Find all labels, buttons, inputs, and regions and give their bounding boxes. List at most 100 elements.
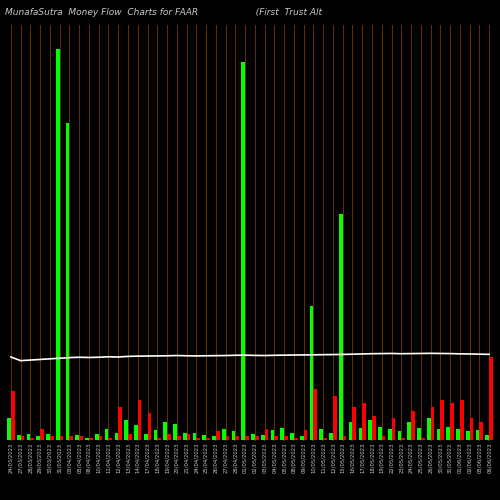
Bar xyxy=(26,434,30,440)
Bar xyxy=(196,438,200,440)
Bar xyxy=(349,422,352,440)
Bar xyxy=(222,429,226,440)
Bar xyxy=(173,424,177,440)
Bar xyxy=(11,391,15,440)
Bar xyxy=(114,432,118,440)
Bar xyxy=(167,434,170,440)
Bar xyxy=(144,434,148,440)
Bar xyxy=(236,436,239,440)
Bar xyxy=(421,438,424,440)
Bar xyxy=(124,420,128,440)
Bar xyxy=(466,432,469,440)
Bar xyxy=(255,436,258,440)
Bar xyxy=(280,428,284,440)
Bar xyxy=(134,426,138,440)
Bar xyxy=(85,438,89,440)
Bar xyxy=(158,438,161,440)
Bar xyxy=(212,436,216,440)
Bar xyxy=(388,429,392,440)
Bar xyxy=(7,418,11,440)
Bar xyxy=(480,422,483,440)
Bar xyxy=(284,436,288,440)
Bar xyxy=(300,436,304,440)
Bar xyxy=(378,426,382,440)
Bar xyxy=(310,306,314,440)
Bar xyxy=(427,418,430,440)
Bar xyxy=(290,432,294,440)
Bar xyxy=(17,435,20,440)
Bar xyxy=(261,435,264,440)
Bar xyxy=(460,400,464,440)
Bar xyxy=(226,436,230,440)
Bar xyxy=(105,429,108,440)
Bar xyxy=(294,438,298,440)
Bar xyxy=(186,434,190,440)
Bar xyxy=(264,429,268,440)
Bar xyxy=(40,429,44,440)
Bar xyxy=(304,430,308,440)
Bar xyxy=(358,428,362,440)
Bar xyxy=(430,407,434,440)
Bar xyxy=(270,430,274,440)
Bar xyxy=(206,438,210,440)
Bar xyxy=(436,429,440,440)
Bar xyxy=(108,438,112,440)
Bar xyxy=(320,429,323,440)
Bar xyxy=(76,435,79,440)
Bar xyxy=(486,435,489,440)
Bar xyxy=(46,434,50,440)
Bar xyxy=(372,416,376,440)
Bar xyxy=(245,436,249,440)
Bar xyxy=(118,407,122,440)
Bar xyxy=(138,400,141,440)
Bar xyxy=(98,436,102,440)
Bar xyxy=(36,436,40,440)
Bar xyxy=(232,432,235,440)
Bar xyxy=(402,438,405,440)
Bar xyxy=(408,422,411,440)
Bar xyxy=(440,400,444,440)
Bar xyxy=(398,432,402,440)
Bar xyxy=(242,62,245,440)
Bar xyxy=(79,436,83,440)
Bar xyxy=(192,432,196,440)
Bar xyxy=(128,434,132,440)
Bar xyxy=(183,432,186,440)
Bar xyxy=(177,436,180,440)
Bar xyxy=(66,122,70,440)
Bar xyxy=(154,430,158,440)
Bar xyxy=(70,436,73,440)
Bar xyxy=(411,410,415,440)
Bar xyxy=(470,418,474,440)
Bar xyxy=(164,422,167,440)
Bar xyxy=(489,357,493,440)
Bar xyxy=(148,413,151,440)
Bar xyxy=(446,426,450,440)
Bar xyxy=(323,438,327,440)
Bar xyxy=(251,434,255,440)
Bar xyxy=(333,396,336,440)
Bar xyxy=(89,438,92,440)
Bar xyxy=(20,436,24,440)
Bar xyxy=(60,436,64,440)
Bar xyxy=(216,432,220,440)
Bar xyxy=(392,418,395,440)
Bar xyxy=(456,429,460,440)
Text: MunafaSutra  Money Flow  Charts for FAAR                    (First  Trust Alt: MunafaSutra Money Flow Charts for FAAR (… xyxy=(5,8,322,16)
Bar xyxy=(56,50,59,440)
Bar xyxy=(330,432,333,440)
Bar xyxy=(362,404,366,440)
Bar xyxy=(352,407,356,440)
Bar xyxy=(339,214,342,440)
Bar xyxy=(274,436,278,440)
Bar xyxy=(476,430,480,440)
Bar xyxy=(314,388,317,440)
Bar xyxy=(50,436,53,440)
Bar xyxy=(417,428,421,440)
Bar xyxy=(95,434,98,440)
Bar xyxy=(202,435,206,440)
Bar xyxy=(30,438,34,440)
Bar xyxy=(382,436,386,440)
Bar xyxy=(450,404,454,440)
Bar xyxy=(368,420,372,440)
